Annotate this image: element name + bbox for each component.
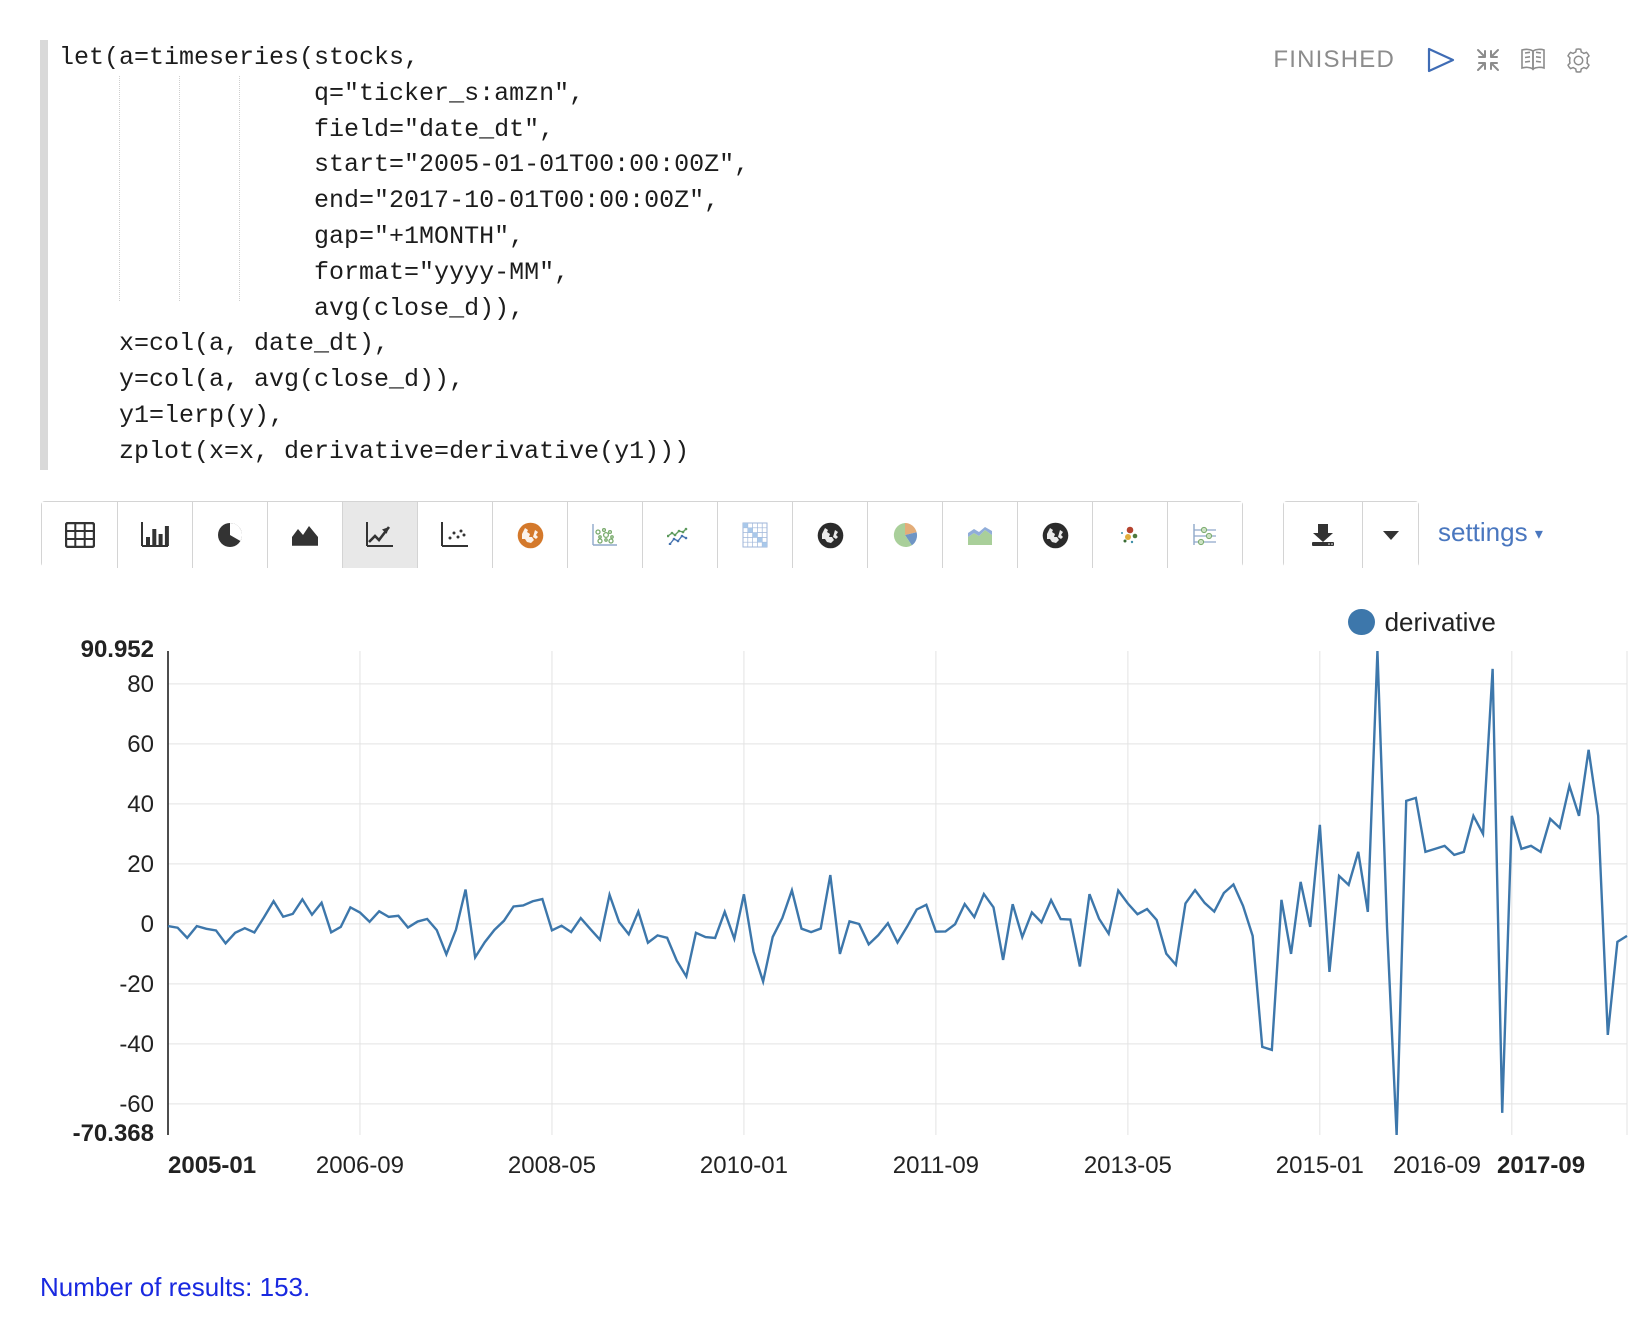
svg-text:-70.368: -70.368	[73, 1120, 154, 1147]
svg-text:2015-01: 2015-01	[1276, 1152, 1364, 1179]
svg-text:0: 0	[141, 911, 154, 938]
svg-text:40: 40	[127, 791, 154, 818]
svg-text:60: 60	[127, 731, 154, 758]
svg-text:2011-09: 2011-09	[893, 1152, 979, 1179]
svg-text:2010-01: 2010-01	[700, 1152, 788, 1179]
svg-text:90.952: 90.952	[81, 636, 154, 663]
svg-text:2016-09: 2016-09	[1393, 1152, 1481, 1179]
svg-text:-20: -20	[119, 971, 154, 998]
svg-text:-60: -60	[119, 1091, 154, 1118]
svg-text:2005-01: 2005-01	[168, 1152, 256, 1179]
svg-text:20: 20	[127, 851, 154, 878]
svg-text:80: 80	[127, 671, 154, 698]
svg-text:2013-05: 2013-05	[1084, 1152, 1172, 1179]
svg-text:2006-09: 2006-09	[316, 1152, 404, 1179]
svg-text:2017-09: 2017-09	[1497, 1152, 1585, 1179]
svg-text:-40: -40	[119, 1031, 154, 1058]
svg-text:2008-05: 2008-05	[508, 1152, 596, 1179]
